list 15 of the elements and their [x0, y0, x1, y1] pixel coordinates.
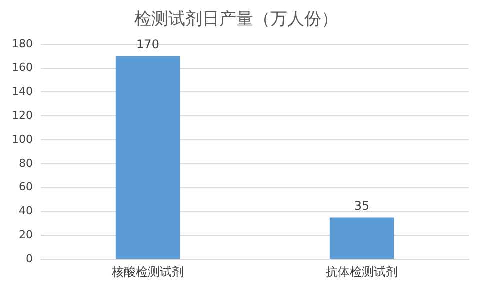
- y-tick-label: 80: [18, 156, 33, 170]
- y-tick-label: 40: [18, 204, 33, 218]
- chart-title: 检测试剂日产量（万人份）: [134, 10, 338, 30]
- y-tick-label: 180: [12, 37, 33, 50]
- y-tick-label: 20: [18, 228, 33, 242]
- data-label: 35: [354, 198, 370, 213]
- y-tick-label: 0: [26, 252, 33, 266]
- y-tick-label: 140: [12, 85, 33, 98]
- x-tick-label: 抗体检测试剂: [326, 264, 398, 279]
- y-tick-label: 100: [12, 132, 33, 146]
- y-tick-label: 160: [12, 61, 33, 74]
- x-tick-label: 核酸检测试剂: [110, 264, 184, 279]
- data-label: 170: [136, 37, 160, 52]
- y-tick-label: 60: [18, 180, 33, 194]
- y-tick-label: 120: [12, 108, 33, 122]
